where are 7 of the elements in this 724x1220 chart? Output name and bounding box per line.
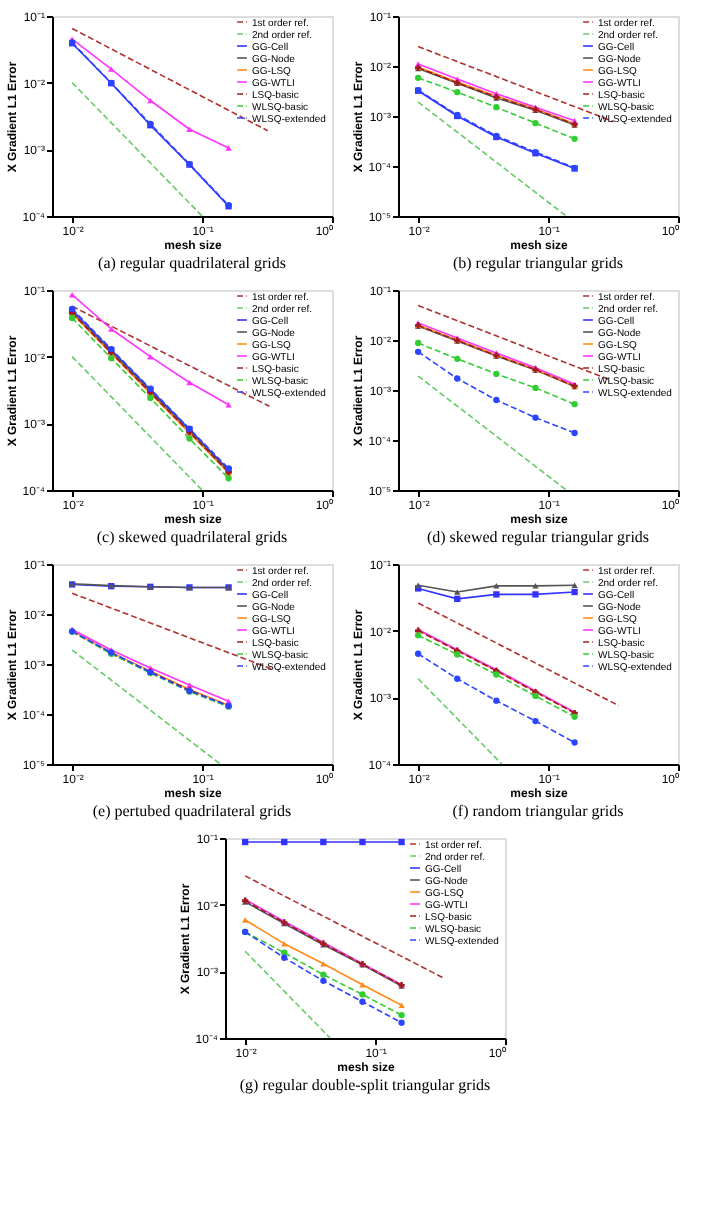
text: (e) pertubed quadrilateral grids (92, 802, 292, 820)
text: (b) regular triangular grids (452, 254, 624, 272)
text: (a) regular quadrilateral grids (98, 254, 286, 272)
text: (c) skewed quadrilateral grids (96, 528, 288, 546)
text: (d) skewed regular triangular grids (426, 528, 650, 546)
text: (g) regular double-split triangular grids (239, 1076, 491, 1094)
text: (f) random triangular grids (452, 802, 624, 820)
